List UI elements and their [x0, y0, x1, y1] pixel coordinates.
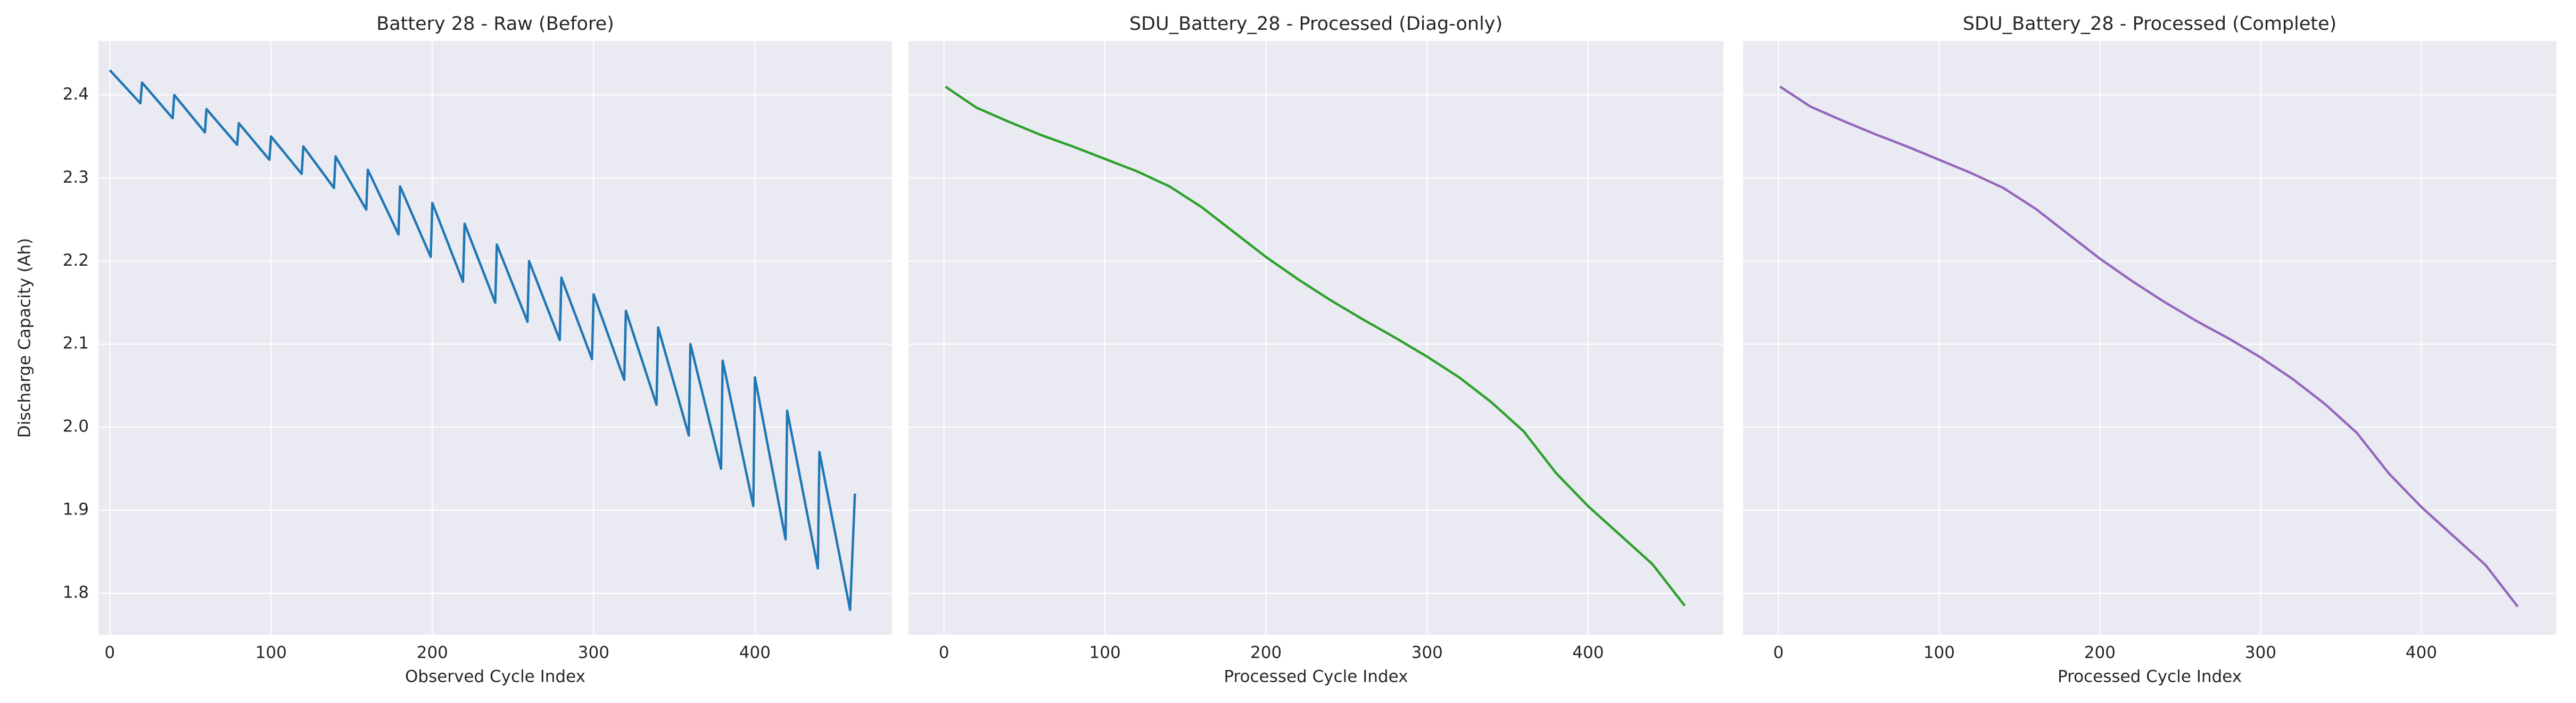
- data-line: [945, 85, 1686, 607]
- x-tick-label: 200: [2084, 643, 2116, 663]
- plot-area: [98, 41, 892, 635]
- y-tick-label: 2.4: [63, 85, 89, 104]
- y-axis-label: Discharge Capacity (Ah): [15, 238, 35, 438]
- y-tick-label: 1.8: [63, 583, 89, 602]
- x-tick-label: 400: [1572, 643, 1604, 663]
- y-tick-label: 2.3: [63, 168, 89, 187]
- x-tick-label: 0: [939, 643, 950, 663]
- y-tick-label: 2.1: [63, 334, 89, 353]
- x-tick-label: 100: [1089, 643, 1121, 663]
- x-tick-label: 400: [2406, 643, 2437, 663]
- x-tick-label: 100: [255, 643, 287, 663]
- x-tick-label: 400: [739, 643, 771, 663]
- x-tick-label: 0: [104, 643, 115, 663]
- y-tick-label: 2.2: [63, 251, 89, 270]
- plot-area: [909, 41, 1723, 635]
- chart-title: SDU_Battery_28 - Processed (Complete): [1963, 13, 2336, 35]
- y-tick-label: 1.9: [63, 500, 89, 519]
- chart-title: Battery 28 - Raw (Before): [376, 13, 614, 35]
- data-line: [109, 69, 856, 611]
- x-tick-label: 200: [417, 643, 448, 663]
- x-tick-label: 0: [1773, 643, 1784, 663]
- chart-title: SDU_Battery_28 - Processed (Diag-only): [1129, 13, 1502, 35]
- x-tick-label: 300: [2245, 643, 2276, 663]
- y-tick-label: 2.0: [63, 417, 89, 436]
- x-tick-label: 100: [1923, 643, 1955, 663]
- plot-area: [1743, 41, 2556, 635]
- x-tick-label: 300: [1411, 643, 1443, 663]
- data-line: [1779, 85, 2519, 608]
- x-tick-label: 300: [578, 643, 609, 663]
- x-axis-label: Observed Cycle Index: [405, 667, 585, 686]
- x-axis-label: Processed Cycle Index: [1224, 667, 1408, 686]
- x-axis-label: Processed Cycle Index: [2058, 667, 2242, 686]
- x-tick-label: 200: [1250, 643, 1282, 663]
